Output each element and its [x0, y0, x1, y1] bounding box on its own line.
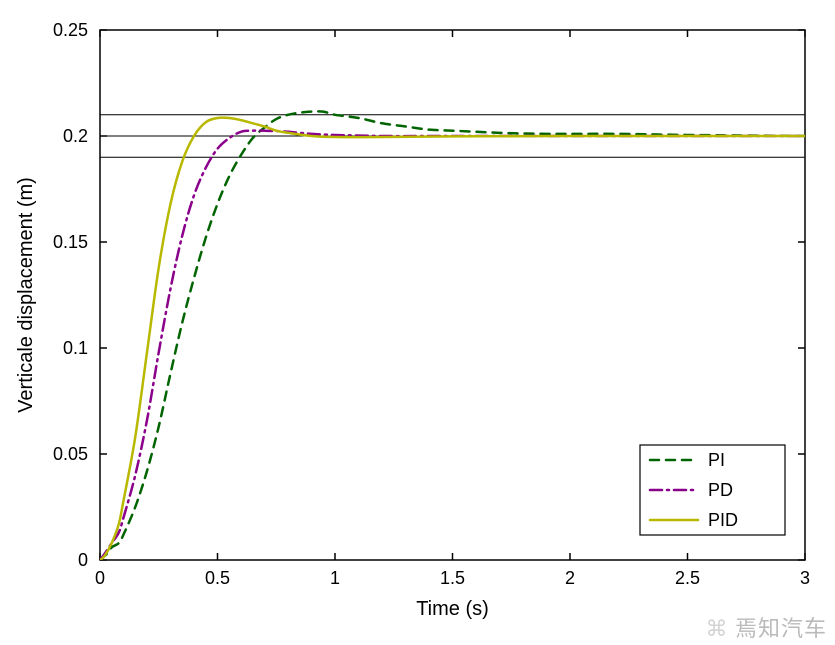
y-axis-label: Verticale displacement (m) [15, 177, 37, 413]
legend-label: PID [708, 510, 738, 530]
x-tick-label: 2 [565, 568, 575, 588]
plot-box [100, 30, 805, 560]
series-group [100, 111, 805, 560]
x-tick-label: 0 [95, 568, 105, 588]
y-tick-label: 0.25 [53, 20, 88, 40]
x-tick-label: 3 [800, 568, 810, 588]
x-axis-label: Time (s) [416, 598, 489, 620]
series-pi [100, 111, 805, 560]
y-tick-label: 0.15 [53, 232, 88, 252]
legend-label: PI [708, 450, 725, 470]
series-pid [100, 118, 805, 560]
legend-label: PD [708, 480, 733, 500]
y-tick-label: 0.05 [53, 444, 88, 464]
legend: PI PD PID [640, 445, 785, 535]
x-tick-label: 2.5 [675, 568, 700, 588]
chart-container: 0 0.5 1 1.5 2 2.5 3 0 0.05 0.1 0.15 0.2 0.25 Time (s)… [0, 0, 835, 645]
chart-svg: 0 0.5 1 1.5 2 2.5 3 0 0.05 0.1 0.15 0.2 0.25 Time (s)… [0, 0, 835, 645]
series-pd [100, 131, 805, 560]
x-tick-label: 0.5 [205, 568, 230, 588]
y-tick-label: 0.1 [63, 338, 88, 358]
x-tick-label: 1 [330, 568, 340, 588]
y-tick-label: 0.2 [63, 126, 88, 146]
y-tick-label: 0 [78, 550, 88, 570]
x-tick-label: 1.5 [440, 568, 465, 588]
